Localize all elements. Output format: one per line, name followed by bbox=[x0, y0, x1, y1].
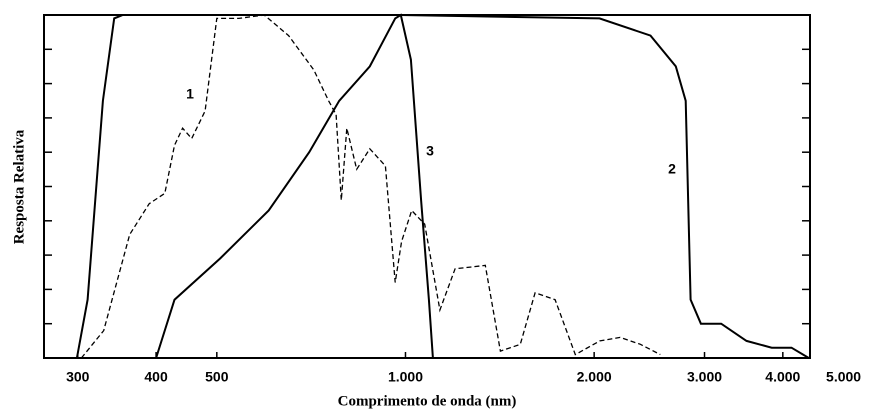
series-line bbox=[80, 14, 661, 359]
series-label: 3 bbox=[426, 143, 434, 159]
x-axis-title: Comprimento de onda (nm) bbox=[338, 393, 517, 409]
x-tick-label: 300 bbox=[66, 369, 90, 385]
x-tick-label: 1.000 bbox=[388, 369, 423, 385]
x-tick-label: 4.000 bbox=[765, 369, 800, 385]
x-tick-label: 5.000 bbox=[826, 369, 861, 385]
series-line bbox=[75, 14, 810, 359]
x-tick-label: 3.000 bbox=[687, 369, 722, 385]
x-tick-label: 2.000 bbox=[577, 369, 612, 385]
x-tick-label: 400 bbox=[144, 369, 168, 385]
x-tick-label: 500 bbox=[205, 369, 229, 385]
plot-frame bbox=[43, 14, 811, 359]
series-line bbox=[155, 13, 434, 359]
series-label: 2 bbox=[668, 161, 676, 177]
y-axis-title: Resposta Relativa bbox=[11, 129, 27, 244]
series-label: 1 bbox=[186, 86, 194, 102]
